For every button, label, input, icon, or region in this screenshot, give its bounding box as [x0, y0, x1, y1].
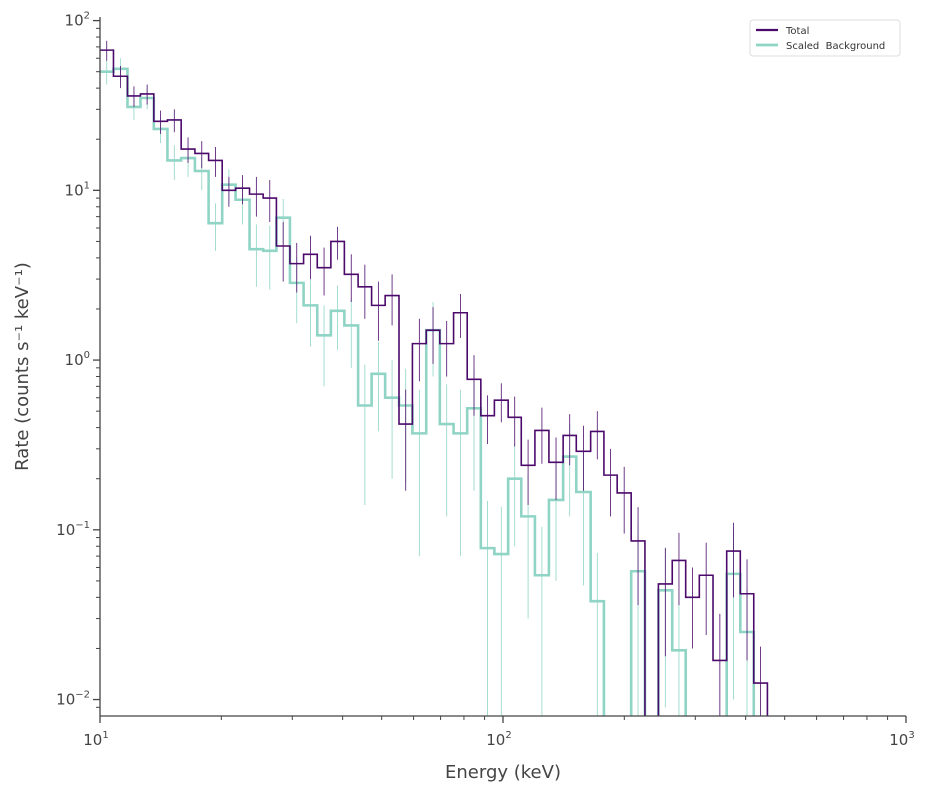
y-tick-label: 10−2 — [56, 690, 90, 709]
legend-label-background: Scaled Background — [786, 41, 885, 52]
y-tick-label: 10−1 — [56, 520, 90, 539]
x-tick-label: 101 — [83, 730, 108, 749]
step-line-total — [100, 49, 769, 716]
series-total — [100, 40, 769, 716]
y-ticks: 10−2 10−1 100 101 102 — [56, 11, 100, 709]
y-axis-title: Rate (counts s⁻¹ keV⁻¹) — [12, 262, 33, 471]
legend-label-total: Total — [785, 26, 809, 37]
legend-box — [749, 19, 901, 57]
x-tick-label: 103 — [889, 730, 914, 749]
x-tick-label: 102 — [486, 730, 511, 749]
y-tick-label: 102 — [65, 11, 90, 30]
x-axis-title: Energy (keV) — [445, 762, 561, 783]
x-ticks: 101 102 103 — [83, 716, 915, 749]
legend: Total Scaled Background — [749, 19, 901, 57]
axes: 101 102 103 10−2 10−1 100 101 102 — [56, 11, 915, 749]
series-background — [100, 58, 756, 716]
y-tick-label: 101 — [65, 180, 90, 199]
y-tick-label: 100 — [65, 350, 90, 369]
step-line-background — [100, 67, 756, 716]
series-layer — [100, 40, 769, 716]
